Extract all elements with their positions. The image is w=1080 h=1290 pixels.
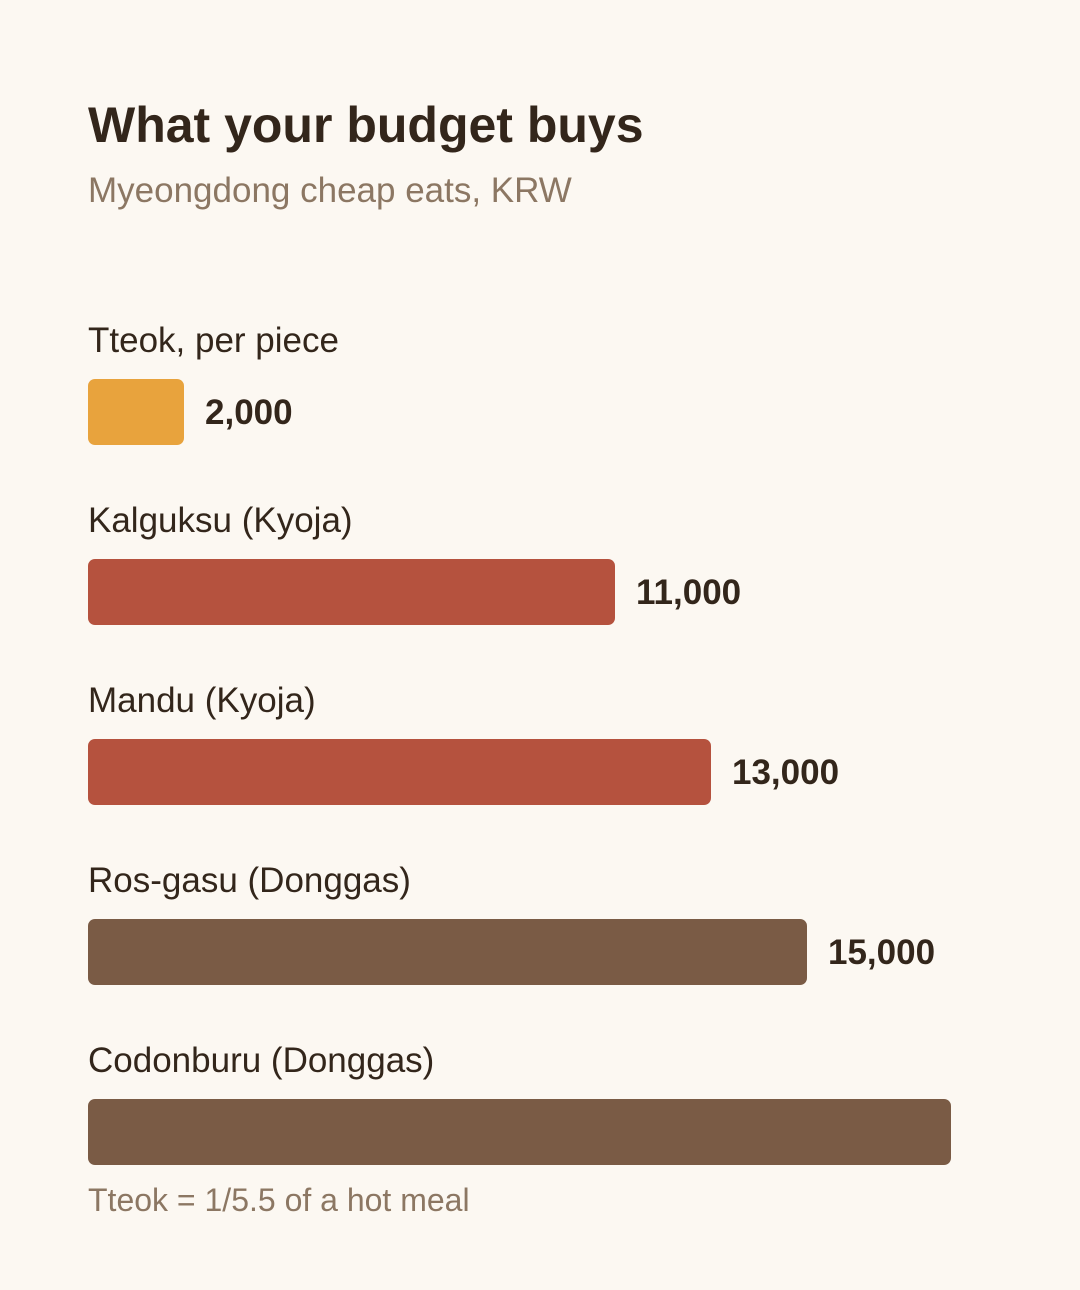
chart-title: What your budget buys bbox=[88, 97, 644, 153]
category-label: Mandu (Kyoja) bbox=[88, 681, 316, 720]
category-label: Tteok, per piece bbox=[88, 321, 339, 360]
bar bbox=[88, 739, 711, 805]
value-label: 11,000 bbox=[636, 573, 742, 612]
chart-subtitle: Myeongdong cheap eats, KRW bbox=[88, 171, 572, 210]
category-label: Ros-gasu (Donggas) bbox=[88, 861, 411, 900]
value-label: 13,000 bbox=[732, 753, 840, 792]
category-label: Kalguksu (Kyoja) bbox=[88, 501, 353, 540]
bar bbox=[88, 919, 807, 985]
chart-annotation: Tteok = 1/5.5 of a hot meal bbox=[88, 1182, 470, 1218]
bar bbox=[88, 559, 615, 625]
category-label: Codonburu (Donggas) bbox=[88, 1041, 435, 1080]
bar bbox=[88, 379, 184, 445]
bar bbox=[88, 1099, 951, 1165]
value-label: 15,000 bbox=[828, 933, 936, 972]
value-label: 2,000 bbox=[205, 393, 293, 432]
